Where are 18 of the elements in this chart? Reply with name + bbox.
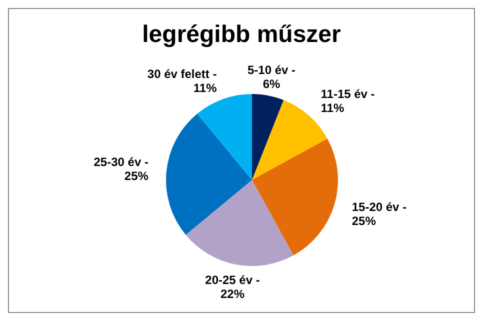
slice-label: 20-25 év - <box>205 273 260 288</box>
data-label: 22% <box>220 287 245 302</box>
data-label: 25% <box>352 214 376 228</box>
data-label: 11% <box>320 100 344 115</box>
pie-slice <box>197 94 252 180</box>
data-label: 25% <box>124 169 149 184</box>
slice-label: 5-10 év - <box>247 62 296 77</box>
slice-label: 25-30 év - <box>94 155 148 170</box>
pie-slice <box>186 180 294 266</box>
pie-slice <box>252 94 284 180</box>
slice-label: 11-15 év - <box>320 86 375 101</box>
data-label: 6% <box>262 76 280 91</box>
chart-title: legrégibb műszer <box>141 21 342 49</box>
slice-label: 15-20 év - <box>352 200 407 214</box>
pie-slice <box>252 138 338 256</box>
pie-slice <box>166 114 252 235</box>
data-label: 11% <box>193 81 218 96</box>
slice-label: 30 év felett - <box>147 67 217 82</box>
